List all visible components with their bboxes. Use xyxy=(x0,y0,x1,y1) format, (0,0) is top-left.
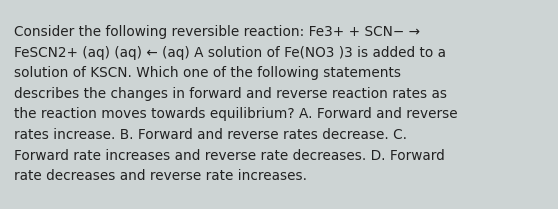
Text: Consider the following reversible reaction: Fe3+ + SCN− →
FeSCN2+ (aq) (aq) ← (a: Consider the following reversible reacti… xyxy=(14,25,458,183)
